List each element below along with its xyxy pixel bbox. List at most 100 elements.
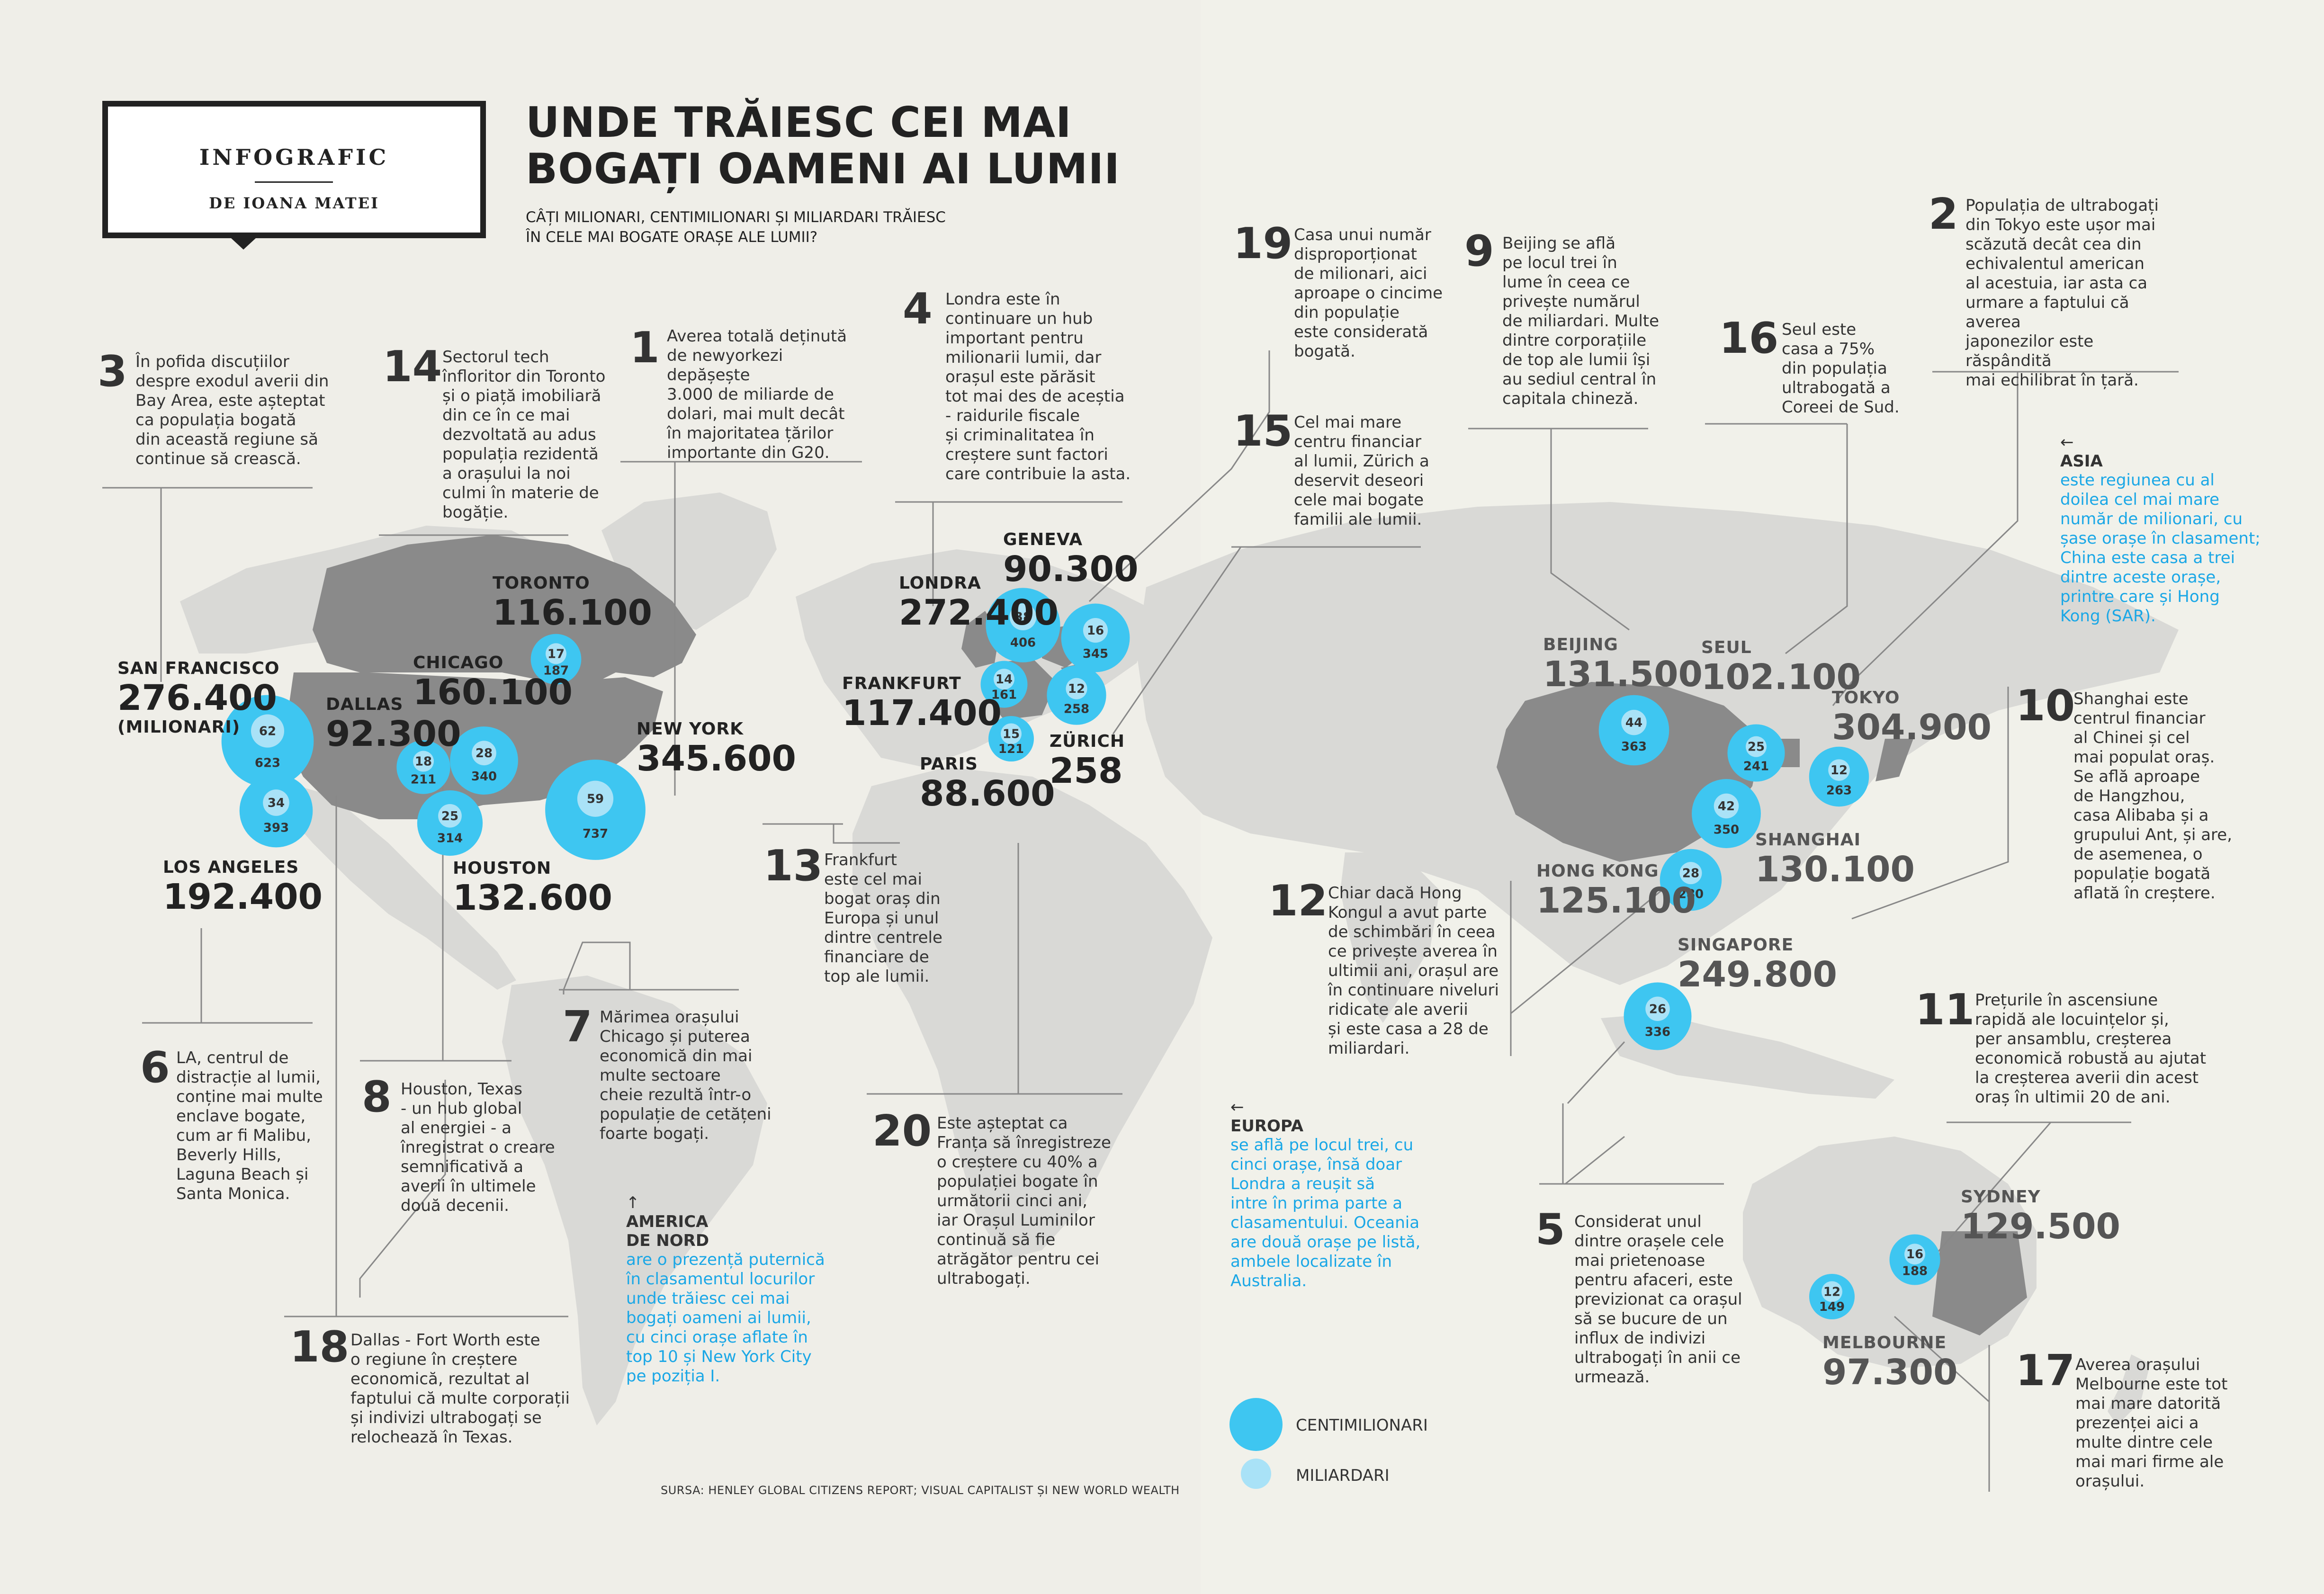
note-line: influx de indivizi	[1574, 1329, 1706, 1348]
note-text: Seul este casa a 75% din populația ultrabog…	[1782, 320, 1924, 417]
note-line: și criminalitatea în	[945, 426, 1095, 445]
note-number: 5	[1535, 1205, 1565, 1254]
note-line: Este așteptat ca	[937, 1114, 1068, 1133]
note-line: populația rezidentă	[442, 445, 599, 464]
note-line: important pentru	[945, 329, 1084, 348]
city-value: 90.300	[1003, 549, 1139, 590]
region-line: China este casa a trei	[2060, 548, 2235, 567]
note-line: casa Alibaba și a	[2073, 806, 2209, 825]
city-value: 116.100	[493, 592, 653, 633]
miliardari-circle	[413, 751, 434, 772]
miliardari-circle	[1001, 723, 1022, 744]
centimilionari-count: 393	[263, 821, 289, 835]
note-line: Se află aproape	[2073, 767, 2200, 786]
note-line: economică, rezultat al	[350, 1370, 530, 1388]
city-value: 92.300	[326, 714, 461, 754]
note-line: din ce în ce mai	[442, 406, 570, 425]
centimilionari-count: 340	[471, 770, 497, 784]
miliardari-count: 16	[1906, 1247, 1923, 1262]
note-line: Londra este în	[945, 290, 1060, 309]
note-number: 4	[903, 284, 933, 334]
subtitle-line-1: CÂȚI MILIONARI, CENTIMILIONARI ȘI MILIAR…	[526, 209, 946, 226]
note-number: 18	[290, 1322, 350, 1372]
note-line: echivalentul american	[1965, 254, 2145, 273]
note-line: capitala chineză.	[1502, 389, 1639, 408]
note-line: ca populația bogată	[135, 411, 296, 430]
region-line: bogați oameni ai lumii,	[626, 1308, 811, 1327]
miliardari-count: 44	[1625, 716, 1642, 730]
south-america	[502, 976, 767, 1425]
miliardari-count: 15	[1003, 727, 1020, 741]
centimilionari-count: 280	[1678, 887, 1704, 902]
region-line: în clasamentul locurilor	[626, 1270, 815, 1289]
note-line: Chicago și puterea	[600, 1027, 750, 1046]
miliardari-count: 12	[1823, 1285, 1840, 1299]
region-line: dintre aceste orașe,	[2060, 568, 2221, 587]
city-label-singapore: SINGAPORE 249.800	[1678, 935, 1837, 994]
note-line: privește numărul	[1502, 292, 1640, 311]
note-text: În pofida discuțiilor despre exodul averi…	[135, 352, 334, 469]
region-line: Australia.	[1230, 1272, 1307, 1290]
region-line: intre în prima parte a	[1230, 1194, 1403, 1213]
miliardari-circle	[1009, 603, 1037, 631]
note-line: de newyorkezi depășește	[667, 346, 783, 385]
note-line: înfloritor din Toronto	[442, 367, 606, 386]
region-title-line: DE NORD	[626, 1231, 709, 1250]
note-line: culmi în materie de	[442, 484, 599, 502]
note-line: continuare un hub	[945, 309, 1093, 328]
note-line: orașului.	[2075, 1472, 2145, 1491]
region-title-line: AMERICA	[626, 1212, 709, 1231]
subtitle-line-2: ÎN CELE MAI BOGATE ORAȘE ALE LUMII?	[526, 229, 818, 246]
city-label-los-angeles: LOS ANGELES 192.400	[163, 857, 323, 916]
city-name: HOUSTON	[453, 859, 552, 878]
note-line: multe dintre cele	[2075, 1433, 2213, 1452]
city-label-londra: LONDRA 272.400	[899, 573, 1059, 632]
city-name: TORONTO	[493, 573, 590, 593]
note-line: Coreei de Sud.	[1782, 398, 1900, 417]
note-line: averii în ultimele	[401, 1177, 536, 1196]
note-line: economică robustă au ajutat	[1975, 1049, 2207, 1068]
city-label-paris: PARIS 88.600	[920, 754, 1055, 813]
note-text: Chiar dacă Hong Kongul a avut parte de sch…	[1328, 884, 1517, 1058]
note-line: mai echilibrat în țară.	[1965, 371, 2139, 390]
note-line: să se bucure de un	[1574, 1309, 1728, 1328]
legend-miliard-swatch	[1241, 1459, 1271, 1489]
note-line: relochează în Texas.	[350, 1428, 513, 1447]
note-line: al lumii, Zürich a	[1294, 452, 1429, 471]
city-label-tokyo: TOKYO 304.900	[1832, 688, 1992, 746]
note-line: Considerat unul	[1574, 1212, 1702, 1231]
note-line: în continuare niveluri	[1328, 981, 1499, 1000]
note-line: grupului Ant, și are,	[2073, 825, 2233, 844]
note-line: milionarii lumii, dar	[945, 348, 1102, 367]
note-number: 11	[1915, 985, 1975, 1035]
note-line: semnificativă a	[401, 1157, 524, 1176]
note-text: Sectorul tech înfloritor din Toronto și o …	[442, 348, 641, 522]
note-line: continue să crească.	[135, 449, 301, 468]
miliardari-circle	[1066, 678, 1087, 699]
note-text: Dallas - Fort Worth este o regiune în cre…	[350, 1331, 587, 1447]
note-line: cheie rezultă într-o	[600, 1085, 752, 1104]
note-line: centru financiar	[1294, 432, 1422, 451]
badge-author: DE IOANA MATEI	[209, 194, 379, 212]
note-line: de schimbări în ceea	[1328, 922, 1496, 941]
city-name: DALLAS	[326, 695, 404, 714]
centimilionari-count: 623	[255, 756, 280, 770]
page-subtitle: CÂȚI MILIONARI, CENTIMILIONARI ȘI MILIAR…	[526, 207, 946, 247]
note-line: al acestuia, iar asta ca	[1965, 274, 2148, 293]
region-line: număr de milionari, cu	[2060, 510, 2243, 528]
city-label-hong-kong: HONG KONG 125.100	[1536, 861, 1696, 920]
note-line: bogat oraș din	[824, 889, 941, 908]
note-line: cum ar fi Malibu,	[176, 1126, 312, 1145]
note-line: Averea orașului	[2075, 1355, 2200, 1374]
note-line: Averea totală deținută	[667, 327, 847, 346]
japan	[1866, 663, 1932, 777]
note-line: cele mai bogate	[1294, 491, 1424, 510]
note-line: per ansamblu, creșterea	[1975, 1030, 2172, 1048]
note-line: ce privește averea în	[1328, 942, 1498, 961]
note-line: scăzută decât cea din	[1965, 235, 2142, 254]
